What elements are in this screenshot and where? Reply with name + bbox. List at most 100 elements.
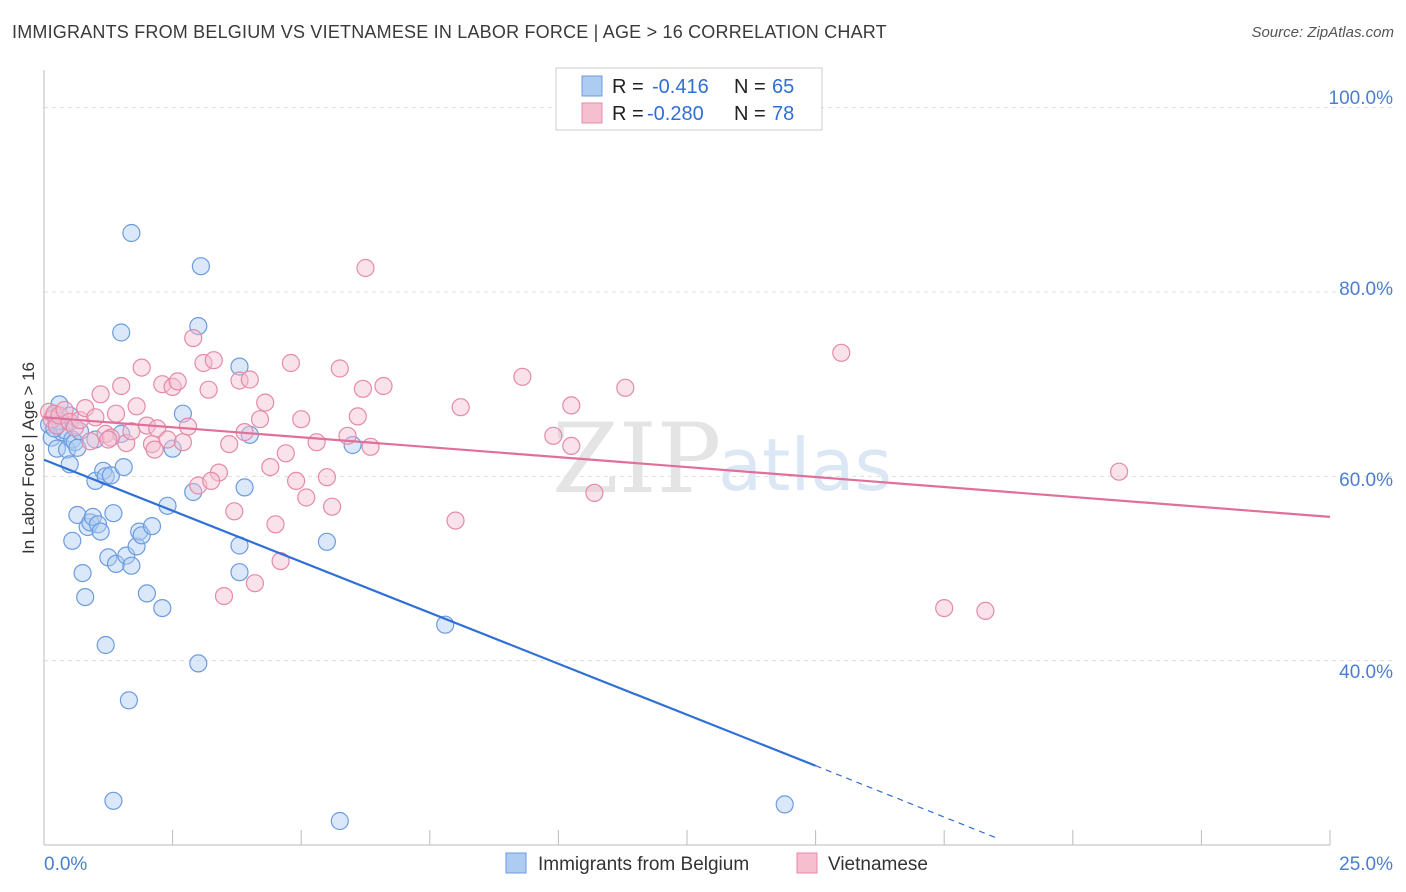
chart-title: IMMIGRANTS FROM BELGIUM VS VIETNAMESE IN… [12, 22, 887, 42]
data-point-belgium [775, 795, 794, 814]
data-point-belgium [114, 458, 133, 477]
data-point-vietnamese [323, 497, 342, 516]
data-point-belgium [330, 811, 349, 831]
data-point-belgium [73, 563, 92, 583]
data-point-vietnamese [163, 377, 182, 396]
y-tick-label-80: 80.0% [1339, 279, 1393, 300]
data-point-vietnamese [225, 502, 244, 521]
data-point-vietnamese [202, 471, 221, 490]
data-point-vietnamese [158, 430, 177, 449]
data-point-vietnamese [91, 385, 110, 404]
legend-swatch-belgium [581, 75, 603, 97]
legend-n-value-belgium: 65 [772, 76, 794, 98]
series-legend-swatch-belgium [505, 852, 527, 874]
series-legend: Immigrants from Belgium Vietnamese [505, 852, 928, 875]
data-point-belgium [117, 546, 136, 565]
series-belgium-points [39, 223, 794, 831]
data-point-vietnamese [199, 380, 218, 399]
data-point-vietnamese [281, 353, 300, 373]
y-tick-label-60: 60.0% [1339, 470, 1393, 491]
data-point-belgium [122, 556, 141, 575]
data-point-vietnamese [317, 468, 336, 487]
source-credit: Source: ZipAtlas.com [1251, 24, 1394, 41]
data-point-vietnamese [544, 426, 563, 445]
data-point-belgium [88, 515, 108, 534]
data-point-vietnamese [562, 436, 581, 455]
data-point-belgium [47, 439, 67, 458]
data-point-vietnamese [184, 329, 203, 348]
data-point-vietnamese [261, 458, 280, 477]
data-point-belgium [235, 478, 254, 497]
data-point-belgium [101, 466, 121, 485]
legend-r-label-vietnamese: R = [612, 103, 644, 125]
data-point-vietnamese [616, 378, 635, 397]
data-point-vietnamese [276, 444, 295, 463]
data-point-vietnamese [513, 367, 532, 386]
trend-line-vietnamese [43, 416, 1331, 518]
data-point-belgium [76, 587, 95, 607]
data-point-vietnamese [250, 410, 270, 429]
legend-n-label-belgium: N = [734, 76, 766, 98]
data-point-belgium [119, 691, 138, 710]
data-point-belgium [63, 531, 82, 550]
data-point-vietnamese [86, 408, 105, 427]
data-point-belgium [104, 791, 123, 810]
data-point-vietnamese [256, 393, 275, 412]
data-point-belgium [230, 357, 249, 376]
data-point-belgium [127, 537, 146, 556]
data-point-vietnamese [220, 435, 239, 454]
legend-n-value-vietnamese: 78 [772, 103, 794, 125]
data-point-vietnamese [168, 372, 187, 391]
x-axis-ticks [43, 830, 1331, 845]
data-point-belgium [142, 516, 162, 536]
trend-lines [43, 416, 1331, 839]
data-point-vietnamese [81, 432, 100, 451]
data-point-vietnamese [112, 376, 131, 396]
data-point-vietnamese [148, 419, 167, 438]
series-legend-label-vietnamese: Vietnamese [828, 854, 928, 875]
stats-legend: R = -0.416 N = 65 R = -0.280 N = 78 [555, 67, 823, 131]
data-point-vietnamese [292, 410, 311, 429]
series-legend-swatch-vietnamese [796, 852, 818, 874]
watermark-atlas: atlas [718, 423, 892, 507]
data-point-vietnamese [353, 379, 372, 398]
data-point-vietnamese [361, 437, 380, 456]
data-point-vietnamese [178, 417, 198, 436]
data-point-vietnamese [194, 353, 213, 373]
legend-n-label-vietnamese: N = [734, 103, 766, 125]
data-point-belgium [91, 522, 110, 541]
trend-line-extension-belgium [815, 765, 996, 839]
data-point-vietnamese [330, 359, 349, 378]
data-point-vietnamese [1109, 462, 1129, 481]
data-point-belgium [317, 532, 336, 551]
data-point-belgium [189, 654, 208, 673]
data-point-vietnamese [348, 407, 367, 426]
data-point-vietnamese [127, 397, 146, 416]
data-point-vietnamese [935, 598, 954, 618]
y-tick-label-100: 100.0% [1329, 88, 1394, 109]
series-legend-label-belgium: Immigrants from Belgium [538, 854, 749, 875]
legend-r-label-belgium: R = [612, 76, 644, 98]
y-tick-label-40: 40.0% [1339, 662, 1393, 683]
data-point-vietnamese [99, 430, 118, 449]
data-point-belgium [163, 439, 182, 458]
data-point-vietnamese [356, 258, 375, 278]
data-point-vietnamese [76, 399, 95, 418]
data-point-vietnamese [240, 370, 259, 389]
data-point-vietnamese [562, 396, 581, 415]
data-point-vietnamese [374, 376, 393, 396]
data-point-vietnamese [976, 601, 995, 621]
data-point-vietnamese [132, 358, 151, 377]
data-point-vietnamese [446, 511, 465, 530]
x-tick-label-max: 25.0% [1339, 854, 1393, 875]
trend-line-belgium [43, 458, 817, 767]
data-point-vietnamese [145, 440, 164, 459]
data-point-belgium [104, 504, 123, 523]
legend-swatch-vietnamese [581, 102, 603, 124]
data-point-vietnamese [297, 488, 316, 507]
data-point-vietnamese [585, 483, 604, 502]
y-axis-label: In Labor Force | Age > 16 [19, 362, 38, 554]
x-tick-label-min: 0.0% [44, 854, 87, 875]
data-point-vietnamese [266, 515, 285, 534]
data-point-vietnamese [173, 433, 192, 452]
